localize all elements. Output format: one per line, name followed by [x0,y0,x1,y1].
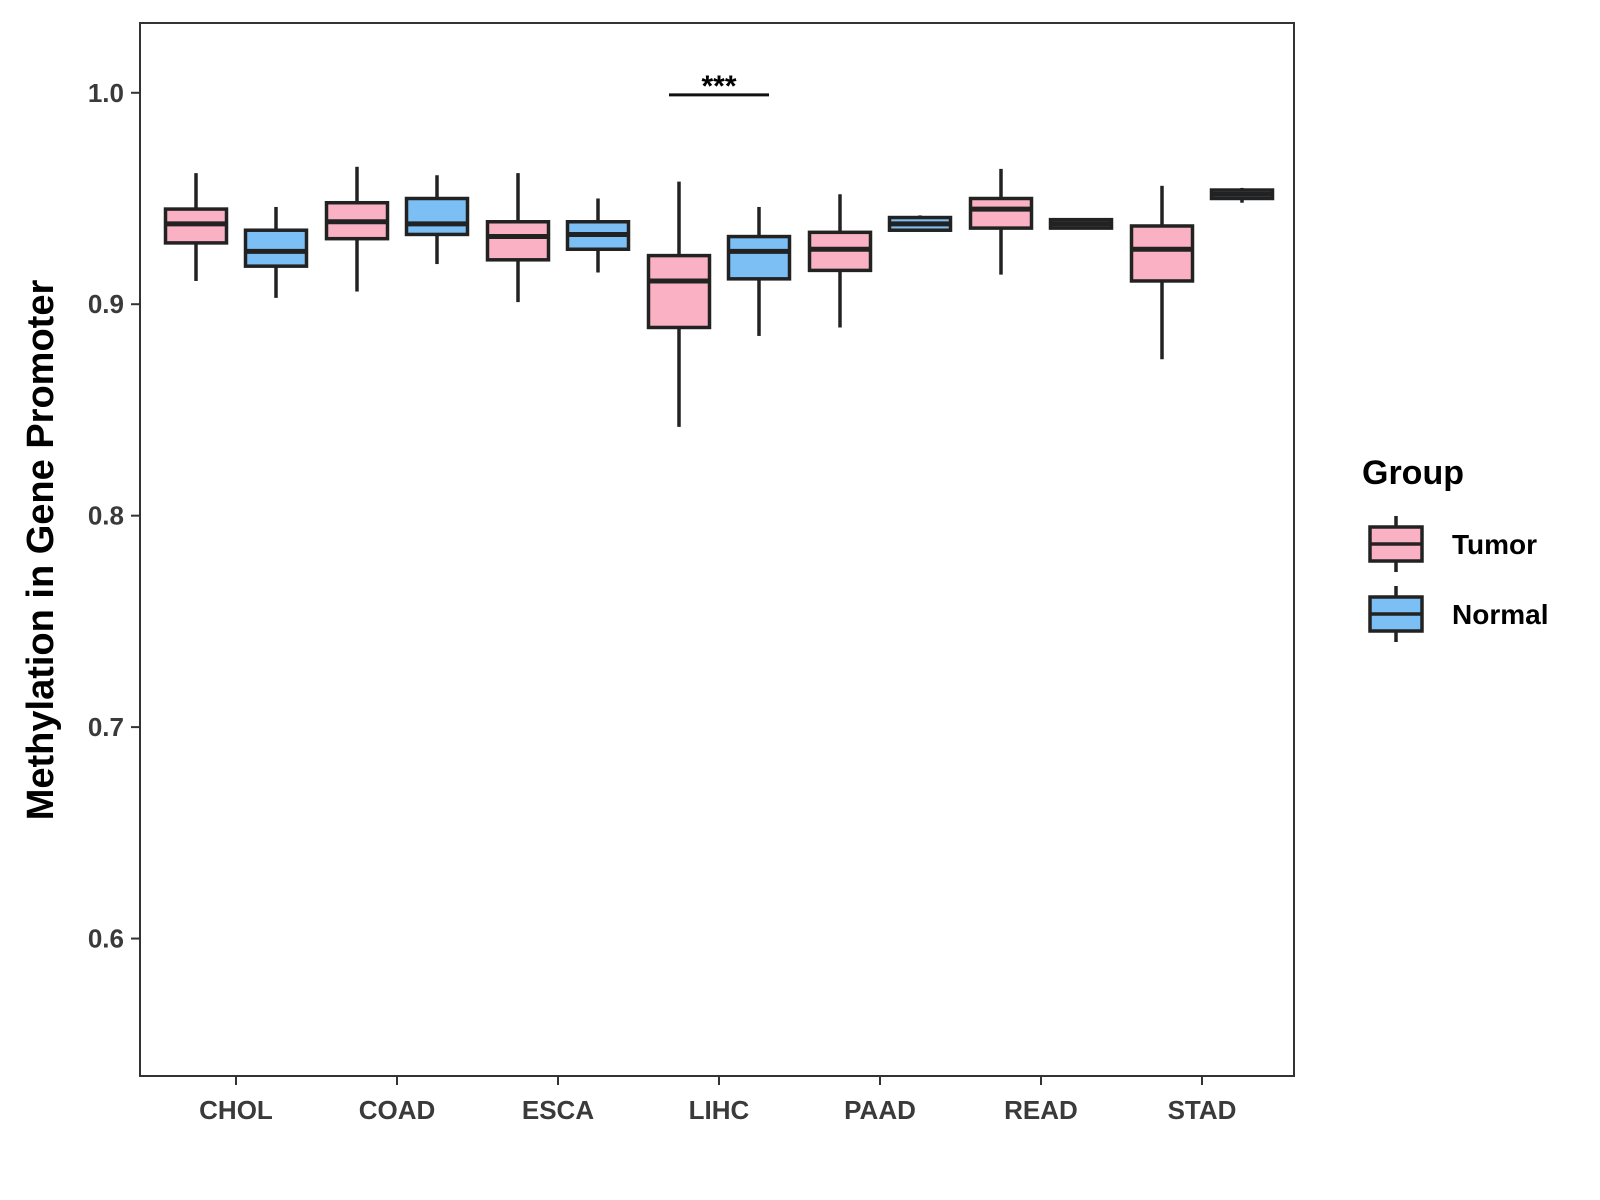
legend-label: Tumor [1452,529,1537,560]
significance-annotations: *** [669,70,769,103]
legend-entry-tumor: Tumor [1368,516,1537,572]
box-body [968,196,1034,230]
x-tick-label: COAD [359,1095,436,1125]
legend-label: Normal [1452,599,1548,630]
box-normal-paad [887,215,953,232]
box-tumor-esca [485,173,551,303]
box-normal-chol [243,206,309,298]
box-normal-stad [1209,187,1275,203]
plot-panel [139,22,1295,1077]
box-body [726,234,792,281]
box-tumor-lihc [646,181,712,427]
box-body [404,196,470,237]
box-series [163,166,1275,427]
box-tumor-stad [1129,185,1195,360]
significance-stars: *** [701,70,736,103]
x-tick-label: PAAD [844,1095,916,1125]
y-tick-label: 0.7 [88,712,124,742]
y-tick-label: 1.0 [88,78,124,108]
x-tick-label: ESCA [522,1095,594,1125]
box-tumor-read [968,168,1034,275]
box-body [1129,224,1195,283]
x-tick-label: LIHC [689,1095,750,1125]
x-axis: CHOL COAD ESCA LIHC PAAD READ STAD [199,1076,1236,1125]
box-tumor-paad [807,194,873,328]
box-body [646,253,712,330]
box-tumor-chol [163,173,229,281]
x-tick-label: CHOL [199,1095,273,1125]
box-normal-coad [404,175,470,265]
box-tumor-coad [324,166,390,292]
box-body [485,220,551,262]
y-axis: 0.6 0.7 0.8 0.9 1.0 [88,78,140,954]
box-normal-read [1048,217,1114,230]
legend: Group Tumor Normal [1362,454,1548,642]
y-tick-label: 0.6 [88,924,124,954]
legend-title: Group [1362,454,1464,492]
y-tick-label: 0.9 [88,289,124,319]
box-normal-lihc [726,206,792,336]
y-tick-label: 0.8 [88,501,124,531]
y-axis-title: Methylation in Gene Promoter [20,280,62,821]
legend-entry-normal: Normal [1368,586,1548,642]
box-body [243,228,309,268]
x-tick-label: READ [1004,1095,1078,1125]
box-normal-esca [565,198,631,273]
x-tick-label: STAD [1168,1095,1237,1125]
